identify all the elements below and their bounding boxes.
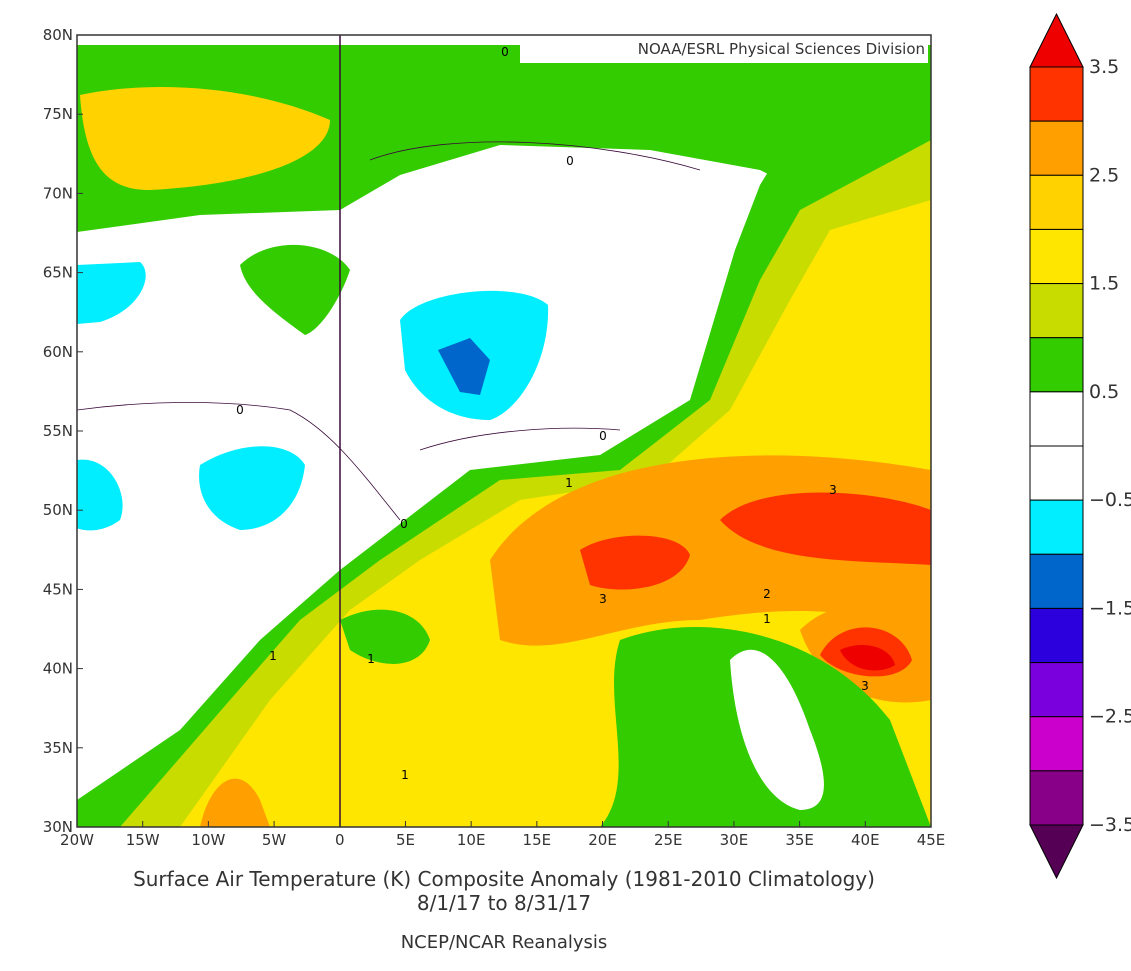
lon-label: 15W — [126, 831, 160, 849]
colorbar-box — [1029, 391, 1084, 447]
lat-label: 60N — [43, 343, 73, 361]
lon-label: 10W — [191, 831, 225, 849]
contour-label: 0 — [599, 429, 607, 443]
colorbar-box — [1029, 499, 1084, 555]
colorbar-label: −3.5 — [1089, 814, 1131, 836]
lon-label: 15E — [523, 831, 552, 849]
lon-label: 20W — [60, 831, 94, 849]
lon-label: 40E — [851, 831, 880, 849]
colorbar-label: −1.5 — [1089, 597, 1131, 619]
colorbar-box — [1029, 66, 1084, 122]
lon-label: 45E — [917, 831, 946, 849]
lat-label: 70N — [43, 184, 73, 202]
contour-label: 1 — [269, 649, 277, 663]
contour-label: 0 — [236, 403, 244, 417]
contour-label: 1 — [367, 652, 375, 666]
lat-label: 35N — [43, 739, 73, 757]
contour-label: 0 — [566, 154, 574, 168]
lon-label: 25E — [654, 831, 683, 849]
colorbar-label: 0.5 — [1089, 381, 1119, 403]
colorbar-label: 1.5 — [1089, 273, 1119, 295]
credit-box — [520, 37, 928, 63]
colorbar-box — [1029, 283, 1084, 339]
lat-label: 50N — [43, 501, 73, 519]
colorbar-label: 2.5 — [1089, 164, 1119, 186]
colorbar-top-arrow — [1029, 12, 1084, 68]
colorbar-box — [1029, 337, 1084, 393]
title: Surface Air Temperature (K) Composite An… — [133, 867, 875, 891]
anomaly-map — [77, 35, 931, 827]
contour-label: 3 — [829, 483, 837, 497]
lon-label: 0 — [335, 831, 345, 849]
contour-label: 0 — [400, 517, 408, 531]
colorbar-box — [1029, 120, 1084, 176]
lat-label: 80N — [43, 26, 73, 44]
contour-label: 1 — [401, 768, 409, 782]
colorbar-box — [1029, 553, 1084, 609]
colorbar-box — [1029, 770, 1084, 826]
lon-label: 30E — [720, 831, 749, 849]
contour-label: 1 — [763, 612, 771, 626]
colorbar-label: 3.5 — [1089, 56, 1119, 78]
contour-labels: 0 0 0 0 0 1 1 1 1 1 2 3 3 3 — [236, 45, 869, 782]
colorbar-box — [1029, 228, 1084, 285]
lon-label: 5E — [396, 831, 415, 849]
contour-label: 1 — [565, 476, 573, 490]
source: NCEP/NCAR Reanalysis — [401, 932, 608, 953]
lon-label: 35E — [785, 831, 814, 849]
colorbar-box — [1029, 716, 1084, 772]
lon-label: 10E — [457, 831, 486, 849]
lon-label: 20E — [588, 831, 617, 849]
lat-label: 30N — [43, 818, 73, 836]
lat-label: 75N — [43, 105, 73, 123]
contour-label: 3 — [599, 592, 607, 606]
colorbar-box — [1029, 662, 1084, 718]
lat-label: 45N — [43, 580, 73, 598]
dates: 8/1/17 to 8/31/17 — [417, 891, 591, 915]
colorbar-box — [1029, 607, 1084, 664]
colorbar-bottom-arrow — [1029, 824, 1084, 880]
lat-label: 40N — [43, 660, 73, 678]
contour-label: 2 — [763, 587, 771, 601]
contour-label: 0 — [501, 45, 509, 59]
lat-label: 65N — [43, 264, 73, 282]
credit: NOAA/ESRL Physical Sciences Division — [638, 40, 925, 58]
lon-label: 5W — [262, 831, 287, 849]
lat-label: 55N — [43, 422, 73, 440]
colorbar-label: −0.5 — [1089, 489, 1131, 511]
contour-label: 3 — [861, 679, 869, 693]
colorbar-box — [1029, 445, 1084, 501]
colorbar-box — [1029, 174, 1084, 230]
colorbar-label: −2.5 — [1089, 706, 1131, 728]
